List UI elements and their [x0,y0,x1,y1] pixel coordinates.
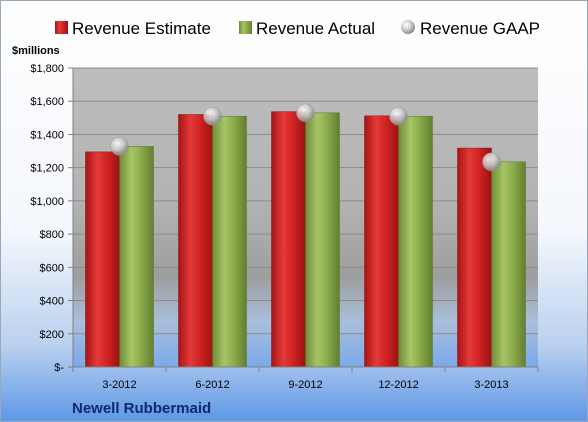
unit-label: $millions [12,45,60,57]
y-tick-label: $1,600 [30,96,64,108]
marker-revenue-gaap [482,152,501,172]
x-tick-label: 9-2012 [288,379,322,391]
y-tick-label: $200 [40,329,64,341]
x-tick-label: 6-2012 [195,379,229,391]
bar-revenue-actual [119,146,154,368]
legend-label-revenue-estimate: Revenue Estimate [72,19,211,38]
legend-swatch-revenue-gaap [401,20,415,34]
y-tick-label: $600 [40,262,64,274]
x-tick-label: 3-2013 [474,379,508,391]
x-axis: 3-2012 6-2012 9-2012 12-2012 3-2013 [72,366,539,391]
marker-revenue-gaap [389,106,408,126]
y-tick-label: $1,400 [30,129,64,141]
bar-revenue-estimate [457,147,492,368]
marker-revenue-gaap [296,103,315,123]
legend-swatch-revenue-actual [239,21,252,34]
marker-revenue-gaap [110,137,129,156]
x-tick-label: 3-2012 [102,379,136,391]
bar-revenue-actual [491,161,526,368]
bar-revenue-estimate [178,114,213,368]
bar-revenue-actual [212,115,247,368]
legend-label-revenue-gaap: Revenue GAAP [420,19,540,38]
y-tick-label: $1,800 [30,63,64,75]
bar-revenue-estimate [85,151,120,368]
y-axis: $- $200 $400 $600 $800 $1,000 $1,200 $1,400 $1,6… [30,63,74,374]
marker-revenue-gaap [203,106,222,126]
bar-revenue-actual [398,115,433,368]
y-tick-label: $- [54,362,64,374]
company-name: Newell Rubbermaid [72,400,211,417]
bar-revenue-estimate [271,111,306,368]
y-tick-label: $800 [40,229,64,241]
y-tick-label: $400 [40,296,64,308]
legend-label-revenue-actual: Revenue Actual [256,19,375,38]
x-tick-label: 12-2012 [378,379,418,391]
gaap-markers [110,103,501,172]
legend-swatch-revenue-estimate [55,21,68,34]
y-tick-label: $1,200 [30,163,64,175]
bar-revenue-actual [305,112,340,368]
legend: Revenue Estimate Revenue Actual Revenue … [55,19,540,38]
y-tick-label: $1,000 [30,196,64,208]
bar-revenue-estimate [364,115,399,368]
bars [85,111,526,368]
